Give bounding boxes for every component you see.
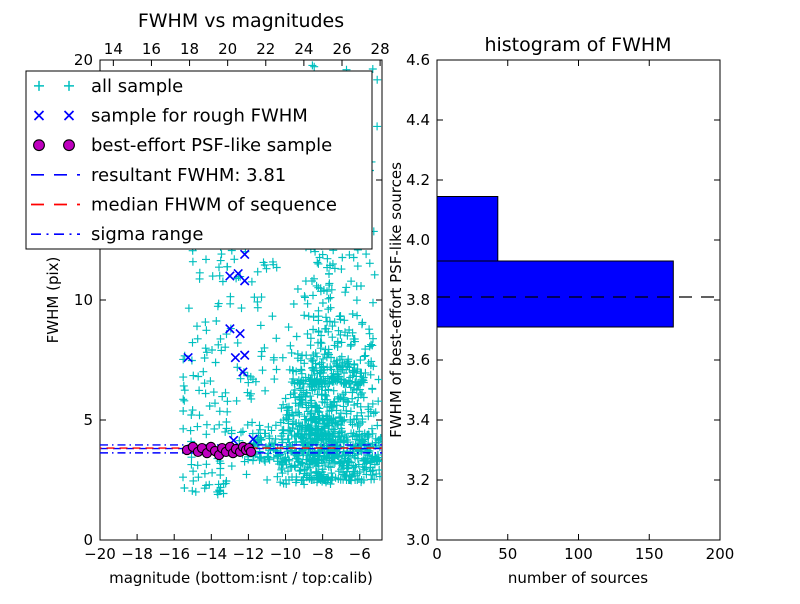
tick-label: 5 (83, 411, 93, 429)
tick-label: 150 (635, 545, 664, 563)
legend-entry: sample for rough FWHM (33, 106, 308, 127)
left-xticks-top: 14 16 18 20 22 24 26 28 (104, 40, 390, 66)
tick-label: −8 (312, 545, 334, 563)
tick-label: −10 (270, 545, 302, 563)
psf-point (245, 446, 257, 458)
legend-entry: median FHWM of sequence (31, 195, 337, 216)
tick-label: 3.0 (406, 531, 430, 549)
right-xaxis-label: number of sources (508, 569, 648, 587)
tick-label: −12 (233, 545, 265, 563)
histogram-bar (437, 196, 499, 262)
tick-label: −20 (84, 545, 116, 563)
legend-entry: all sample (34, 76, 183, 97)
plus-marker-icon (64, 80, 74, 91)
generated-chart-content: −20 −18 −16 −14 −12 −10 −8 −6 14 16 18 20 22 24 26 28 0 5… (25, 40, 734, 563)
legend-entry: sigma range (31, 224, 203, 245)
right-yaxis-label: FWHM of best-effort PSF-like sources (387, 162, 405, 438)
tick-label: 16 (142, 40, 161, 58)
tick-label: 20 (218, 40, 237, 58)
cross-marker-icon (63, 110, 75, 121)
legend-label: best-effort PSF-like sample (91, 135, 332, 156)
tick-label: −18 (121, 545, 153, 563)
tick-label: 4.6 (406, 51, 430, 69)
tick-label: 10 (74, 291, 93, 309)
tick-label: 26 (332, 40, 351, 58)
tick-label: 20 (74, 51, 93, 69)
left-plot-area (100, 61, 382, 499)
tick-label: 100 (564, 545, 593, 563)
tick-label: 200 (706, 545, 735, 563)
tick-label: 0 (432, 545, 442, 563)
tick-label: 4.2 (406, 171, 430, 189)
tick-label: 50 (498, 545, 517, 563)
right-chart-title: histogram of FWHM (484, 34, 671, 56)
legend: all sample sample for rough FWHM best-effo… (25, 70, 373, 250)
tick-label: 3.2 (406, 471, 430, 489)
legend-label: sigma range (91, 224, 203, 245)
legend-entry: best-effort PSF-like sample (33, 135, 332, 156)
tick-label: −16 (158, 545, 190, 563)
legend-label: all sample (91, 76, 183, 97)
histogram-bar (437, 260, 674, 328)
tick-label: 18 (180, 40, 199, 58)
tick-label: −14 (195, 545, 227, 563)
right-xticks: 0 50 100 150 200 (432, 534, 734, 563)
circle-marker-icon (63, 139, 75, 152)
rough-fwhm-sample-points (183, 249, 258, 446)
left-yticks-right (376, 59, 382, 541)
plus-marker-icon (34, 80, 44, 91)
tick-label: 14 (104, 40, 123, 58)
tick-label: 0 (83, 531, 93, 549)
cross-marker-icon (33, 110, 45, 121)
right-plot-area (437, 196, 720, 328)
tick-label: 28 (371, 40, 390, 58)
tick-label: 22 (256, 40, 275, 58)
legend-label: sample for rough FWHM (91, 106, 308, 127)
left-xticks-bottom: −20 −18 −16 −14 −12 −10 −8 −6 (84, 534, 371, 563)
tick-label: 4.4 (406, 111, 430, 129)
circle-marker-icon (33, 139, 45, 152)
tick-label: 3.4 (406, 411, 430, 429)
right-xticks-top (436, 60, 721, 66)
tick-label: −6 (349, 545, 371, 563)
legend-label: median FHWM of sequence (91, 195, 337, 216)
legend-box (25, 70, 373, 250)
left-xaxis-label: magnitude (bottom:isnt / top:calib) (109, 569, 373, 587)
legend-label: resultant FWHM: 3.81 (91, 165, 286, 186)
left-yaxis-label: FWHM (pix) (44, 257, 62, 344)
tick-label: 4.0 (406, 231, 430, 249)
psf-like-sample-points (181, 441, 257, 461)
right-yticks-right (714, 59, 720, 541)
right-yticks: 3.0 3.2 3.4 3.6 3.8 4.0 4.2 4.4 4.6 (406, 51, 443, 549)
left-chart-title: FWHM vs magnitudes (138, 10, 344, 32)
tick-label: 24 (294, 40, 313, 58)
legend-entry: resultant FWHM: 3.81 (31, 165, 286, 186)
tick-label: 3.6 (406, 351, 430, 369)
tick-label: 3.8 (406, 291, 430, 309)
